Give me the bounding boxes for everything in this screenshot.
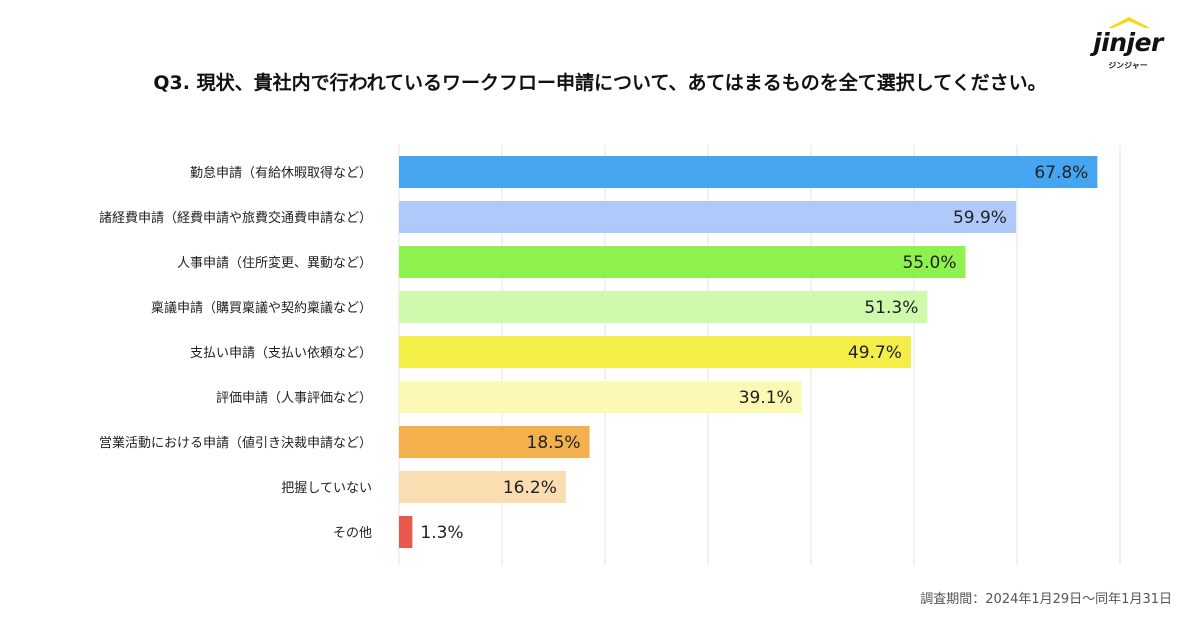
bar xyxy=(399,516,413,548)
value-label: 59.9% xyxy=(953,208,1007,228)
bar xyxy=(399,246,966,278)
category-label: 評価申請（人事評価など） xyxy=(216,391,372,406)
bar xyxy=(399,426,590,458)
category-label: 営業活動における申請（値引き決裁申請など） xyxy=(99,435,372,451)
logo-text: jinjer xyxy=(1093,28,1163,57)
category-label: 支払い申請（支払い依頼など） xyxy=(190,346,372,361)
logo-subtext: ジンジャー xyxy=(1108,61,1148,70)
chart-title: Q3. 現状、貴社内で行われているワークフロー申請について、あてはまるものを全て… xyxy=(153,72,1047,94)
roof-icon xyxy=(1108,17,1150,28)
value-label: 51.3% xyxy=(864,298,918,318)
value-label: 1.3% xyxy=(420,523,463,543)
value-label: 67.8% xyxy=(1034,163,1088,183)
category-label: 諸経費申請（経費申請や旅費交通費申請など） xyxy=(99,210,372,226)
category-label: 把握していない xyxy=(281,481,372,496)
category-label: 勤怠申請（有給休暇取得など） xyxy=(190,165,372,181)
labels: 勤怠申請（有給休暇取得など） 67.8% 諸経費申請（経費申請や旅費交通費申請など）… xyxy=(99,163,1088,543)
survey-period-note: 調査期間：2024年1月29日〜同年1月31日 xyxy=(920,592,1172,607)
value-label: 16.2% xyxy=(503,478,557,498)
category-label: 人事申請（住所変更、異動など） xyxy=(177,255,372,271)
bar xyxy=(399,156,1098,188)
value-label: 18.5% xyxy=(527,433,581,453)
bar xyxy=(399,336,911,368)
bar xyxy=(399,381,802,413)
value-label: 55.0% xyxy=(902,253,956,273)
bar xyxy=(399,291,928,323)
category-label: 稟議申請（購買稟議や契約稟議など） xyxy=(151,300,372,316)
jinjer-logo: jinjer ジンジャー xyxy=(1092,14,1182,76)
bar xyxy=(399,471,566,503)
value-label: 49.7% xyxy=(848,343,902,363)
value-label: 39.1% xyxy=(739,388,793,408)
bar xyxy=(399,201,1016,233)
bars xyxy=(399,156,1098,548)
category-label: その他 xyxy=(333,526,372,541)
